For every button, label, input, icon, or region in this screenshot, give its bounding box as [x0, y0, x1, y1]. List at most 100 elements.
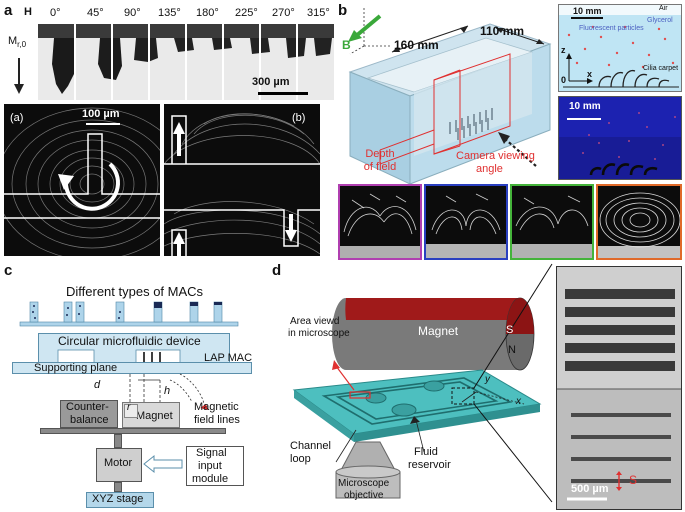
mac-types-title: Different types of MACs — [66, 284, 204, 299]
axis-y-label: y — [485, 374, 490, 385]
fluid-reservoir-label-line1: Fluid — [414, 446, 438, 458]
microfluidic-device-label: Circular microfluidic device — [58, 334, 201, 348]
axis-x-label-d: x — [516, 396, 521, 407]
motor-shaft — [114, 434, 122, 448]
field-lines-label-line2: field lines — [194, 414, 240, 426]
camera-angle-label-line2: angle — [476, 163, 503, 175]
magnet-assembly-lines — [129, 373, 208, 410]
depth-of-field-label-line2: of field — [363, 161, 397, 173]
micrograph-scale-label: 500 µm — [571, 483, 609, 495]
cilia-micrograph-graphic — [557, 267, 681, 509]
inset-scale-label-1: 10 mm — [573, 6, 602, 16]
viewed-area-label-line1: Area viewd — [290, 316, 340, 327]
panel-a-letter: a — [4, 2, 13, 19]
dimension-r-label: r — [127, 402, 131, 413]
fluid-reservoir-label-line2: reservoir — [408, 459, 451, 471]
cilia-micrograph: 500 µm S — [556, 266, 682, 510]
fluorescent-photo-graphic — [559, 97, 681, 179]
radius-box — [124, 404, 138, 418]
signal-arrow — [143, 454, 183, 474]
subpanel-b-label: (b) — [292, 112, 306, 124]
flow-streak-orange — [596, 184, 682, 260]
tank-width-label: 110 mm — [480, 24, 525, 38]
magnetization-subscript: r,0 — [17, 40, 27, 50]
lap-mac-label: LAP MAC — [204, 352, 253, 364]
flow-streak-blue-graphic — [426, 193, 506, 258]
cross-section-graphic — [563, 17, 679, 88]
angle-label-180: 180° — [196, 7, 219, 19]
cilia-frame-strip-graphic — [38, 24, 334, 100]
panel-b-letter: b — [338, 2, 348, 19]
magnet-label-d: Magnet — [418, 324, 459, 338]
supporting-plane-label: Supporting plane — [34, 362, 118, 374]
axis-origin-label: 0 — [561, 75, 567, 85]
field-lines-label-line1: Magnetic — [194, 401, 239, 413]
axis-z-label: z — [561, 45, 566, 55]
field-H-label: H — [24, 6, 32, 18]
signal-label-line3: module — [192, 473, 229, 485]
magnetization-symbol: M — [8, 35, 18, 47]
scale-bar-300um — [258, 92, 308, 95]
field-B-label: B — [342, 38, 351, 52]
field-B-axes — [348, 8, 390, 55]
xyz-stage-label: XYZ stage — [92, 493, 144, 505]
scale-label-300um: 300 µm — [252, 76, 290, 88]
angle-label-90: 90° — [124, 7, 141, 19]
signal-label-line2: input — [198, 460, 222, 472]
angle-label-225: 225° — [235, 7, 258, 19]
motor-base — [114, 482, 122, 492]
pole-N-label: N — [508, 344, 516, 356]
dimension-d-label: d — [94, 379, 101, 391]
axis-x-label: x — [587, 69, 593, 79]
flow-streak-purple-graphic — [340, 193, 420, 258]
fluorescent-photo-inset: 10 mm — [558, 96, 682, 180]
panel-d-letter: d — [272, 262, 282, 279]
streak-image-left — [4, 104, 160, 256]
magnetization-arrow — [14, 58, 24, 94]
cilia-frame-strip — [38, 24, 334, 100]
glycerol-label: Glycerol — [647, 17, 673, 24]
streak-pattern-right — [164, 113, 320, 256]
magnet-label: Magnet — [136, 410, 173, 422]
magnetization-label: Mr,0 — [8, 35, 26, 49]
angle-label-45: 45° — [87, 7, 104, 19]
angle-label-0: 0° — [50, 7, 61, 19]
particles-label: Fluorescent particles — [579, 25, 644, 32]
pole-S-label: S — [506, 324, 514, 336]
cilia-carpet-label: Cilia carpet — [643, 65, 679, 72]
flow-streak-purple — [338, 184, 422, 260]
channel-loop-label-line2: loop — [290, 453, 311, 465]
scale-bar-100um — [86, 123, 120, 125]
inset-scale-label-2: 10 mm — [569, 101, 601, 112]
supporting-plane — [12, 362, 252, 374]
motor-box — [96, 448, 142, 482]
xyz-stage — [86, 492, 154, 508]
streak-pattern-left — [4, 107, 160, 256]
counterbalance-label-line1: Counter- — [66, 401, 109, 413]
flow-streak-orange-graphic — [598, 192, 680, 258]
microscope-setup-illustration — [292, 263, 553, 503]
tank-cross-section-inset: Air Glycerol Fluorescent particles Cilia… — [558, 4, 682, 92]
depth-of-field-label-line1: Depth — [365, 148, 395, 160]
viewed-area-label-line2: in microscope — [288, 328, 350, 339]
air-label: Air — [659, 5, 668, 12]
flow-streak-green — [510, 184, 594, 260]
angle-label-135: 135° — [158, 7, 181, 19]
subpanel-a-label: (a) — [10, 112, 24, 124]
counterbalance-label-line2: balance — [70, 414, 109, 426]
signal-label-line1: Signal — [196, 447, 227, 459]
objective-label-line1: Microscope — [338, 478, 390, 489]
mac-types-row — [19, 301, 239, 327]
tank-length-label: 160 mm — [394, 38, 439, 52]
objective-label-line2: objective — [344, 490, 384, 501]
rotating-arm — [40, 428, 226, 434]
air-layer — [559, 5, 681, 15]
flow-streak-blue — [424, 184, 508, 260]
angle-label-270: 270° — [272, 7, 295, 19]
channel-loop-label-line1: Channel — [290, 440, 331, 452]
motor-label: Motor — [104, 457, 133, 469]
angle-label-315: 315° — [307, 7, 330, 19]
counterbalance-block — [60, 400, 118, 428]
tank-illustration — [348, 23, 552, 185]
streak-image-right — [164, 104, 320, 256]
